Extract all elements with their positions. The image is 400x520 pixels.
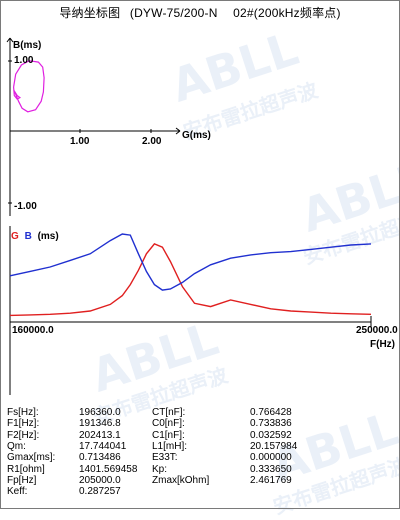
admittance-x-arrow: [175, 130, 181, 135]
x-tick-label-1: 1.00: [70, 136, 90, 147]
param-label: C0[nF]:: [152, 418, 185, 430]
param-value: 0.733836: [250, 418, 292, 430]
param-value: 1401.569458: [79, 463, 138, 475]
param-label: Qm:: [7, 440, 26, 452]
plots-canvas: [6, 37, 372, 395]
param-value: 17.744041: [79, 440, 127, 452]
param-label: F1[Hz]:: [7, 418, 40, 430]
legend-unit: (ms): [37, 231, 59, 242]
title-main: 导纳坐标图: [59, 6, 121, 20]
param-value: 20.157984: [250, 440, 298, 452]
admittance-x-arrow: [175, 127, 181, 132]
admittance-y-arrow: [9, 37, 14, 43]
admittance-y-label: B(ms): [13, 40, 42, 51]
param-label: Zmax[kOhm]: [152, 474, 210, 486]
param-label: CT[nF]:: [152, 407, 186, 418]
param-label: E33T:: [152, 452, 178, 464]
param-label: F2[Hz]:: [7, 429, 40, 441]
window-title: 导纳坐标图 (DYW-75/200-N 02#(200kHz频率点): [0, 4, 400, 21]
freq-legend: G B (ms): [11, 231, 59, 242]
admittance-x-label: G(ms): [182, 130, 211, 141]
param-value: 0.287257: [79, 486, 121, 498]
param-value: 196360.0: [79, 407, 121, 418]
param-label: C1[nF]:: [152, 429, 185, 441]
admittance-loop: [13, 60, 45, 113]
param-label: L1[mH]:: [152, 440, 188, 452]
legend-g: G: [11, 231, 19, 242]
freq-x-end-label: 250000.0: [356, 325, 398, 336]
param-value: 0.766428: [250, 407, 292, 418]
param-value: 191346.8: [79, 418, 121, 430]
param-value: 0.000000: [250, 452, 292, 464]
param-value: 0.333650: [250, 463, 292, 475]
param-label: Kp:: [152, 463, 168, 475]
y-tick-label-neg1: -1.00: [14, 201, 37, 212]
param-value: 0.713486: [79, 452, 121, 464]
param-label: Gmax[ms]:: [7, 452, 56, 464]
y-tick-label-1: 1.00: [14, 55, 34, 66]
param-label: Fp[Hz]: [7, 474, 37, 486]
param-label: Fs[Hz]:: [7, 407, 39, 418]
x-tick-label-2: 2.00: [142, 136, 162, 147]
param-value: 0.032592: [250, 429, 292, 441]
param-label: R1[ohm]: [7, 463, 45, 475]
frame-border-top: [0, 0, 400, 1]
title-freq-point: 02#(200kHz频率点): [233, 6, 341, 20]
freq-x-start-label: 160000.0: [12, 325, 54, 336]
param-value: 2.461769: [250, 474, 292, 486]
b-curve: [9, 233, 372, 291]
param-value: 202413.1: [79, 429, 121, 441]
title-model: (DYW-75/200-N: [129, 6, 218, 20]
g-curve: [9, 243, 372, 317]
freq-x-axis-label: F(Hz): [370, 339, 395, 350]
frame-border-left: [0, 0, 1, 509]
admittance-y-arrow: [6, 37, 11, 43]
param-label: Keff:: [7, 486, 28, 498]
legend-b: B: [24, 231, 32, 242]
param-value: 205000.0: [79, 474, 121, 486]
